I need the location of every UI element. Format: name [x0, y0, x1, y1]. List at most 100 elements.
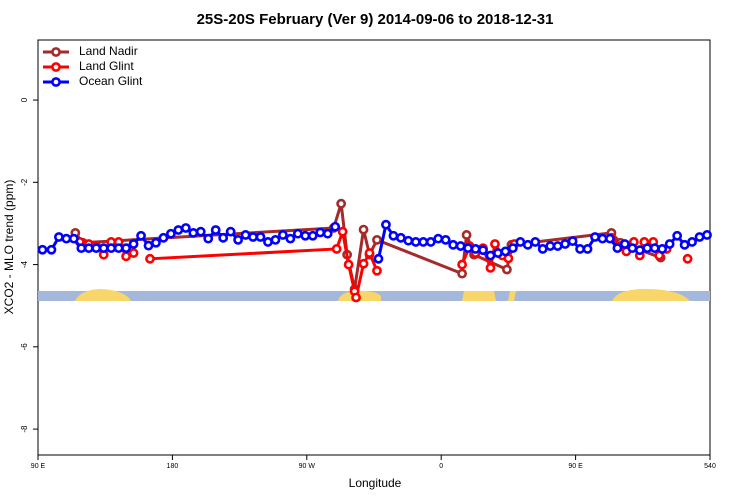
data-point [687, 237, 697, 247]
data-point [507, 243, 518, 254]
series [70, 198, 666, 295]
data-point [485, 250, 496, 261]
data-point [440, 234, 451, 245]
data-point [106, 243, 117, 254]
chart-title: 25S-20S February (Ver 9) 2014-09-06 to 2… [197, 11, 554, 28]
data-point [490, 239, 500, 249]
data-point [83, 243, 94, 254]
land-strip [38, 288, 710, 301]
data-point [634, 245, 645, 256]
data-point [343, 259, 354, 270]
data-point [448, 239, 459, 250]
data-point [373, 253, 384, 264]
data-point [121, 251, 132, 262]
legend-marker [51, 47, 61, 57]
data-point [166, 228, 176, 239]
data-point [364, 248, 375, 258]
data-point [515, 237, 526, 247]
data-point [188, 227, 199, 238]
data-point [463, 243, 473, 254]
legend-label: Land Glint [79, 59, 134, 73]
land-patch [508, 291, 516, 301]
data-point [121, 243, 132, 254]
data-point [61, 233, 72, 244]
data-point [567, 236, 578, 247]
land-patch [462, 291, 496, 301]
data-point [545, 241, 556, 251]
data-point [263, 237, 273, 247]
data-point [322, 228, 333, 239]
data-point [143, 240, 154, 251]
data-point [702, 230, 712, 240]
data-point [619, 239, 630, 249]
data-point [410, 237, 421, 247]
x-axis-label: Longitude [349, 476, 402, 490]
data-point [54, 232, 64, 242]
data-point [457, 259, 468, 270]
x-tick-label: 90 E [31, 463, 46, 470]
data-point [470, 244, 481, 254]
data-point [113, 243, 124, 254]
data-point [278, 230, 288, 240]
data-point [605, 233, 615, 244]
data-point [225, 226, 236, 237]
data-point [627, 243, 638, 254]
data-point [173, 225, 184, 235]
data-point [485, 262, 496, 273]
data-point [358, 224, 369, 235]
data-point [218, 232, 229, 243]
data-point [248, 232, 258, 242]
data-point [76, 243, 87, 254]
data-point [210, 225, 221, 235]
data-point [336, 198, 347, 209]
data-point [351, 292, 361, 303]
data-point [597, 233, 608, 244]
data-point [37, 244, 48, 255]
data-point [292, 228, 303, 239]
legend-label: Land Nadir [79, 44, 138, 58]
data-point [425, 237, 436, 247]
data-point [203, 233, 214, 244]
data-point [552, 241, 563, 251]
data-point [145, 253, 155, 264]
data-point [270, 234, 281, 245]
data-point [500, 246, 511, 257]
data-point [457, 268, 468, 279]
data-point [158, 232, 169, 243]
data-point [68, 233, 79, 244]
data-point [98, 243, 109, 254]
data-point [151, 237, 161, 248]
data-point [672, 230, 683, 241]
y-tick-label: -4 [20, 260, 29, 268]
data-point [136, 230, 146, 241]
x-tick-label: 0 [439, 463, 443, 470]
data-point [285, 233, 296, 244]
data-point [694, 232, 705, 242]
data-point [331, 244, 342, 254]
data-point [455, 241, 466, 251]
data-point [612, 243, 623, 254]
data-point [46, 244, 57, 255]
y-tick-label: 0 [20, 97, 29, 102]
data-point [679, 239, 690, 250]
data-point [358, 258, 369, 269]
data-point [433, 233, 444, 244]
y-tick-label: -6 [20, 343, 29, 351]
data-point [664, 239, 675, 249]
data-point [590, 232, 600, 242]
data-point [575, 244, 585, 254]
data-point [395, 232, 406, 243]
data-point [372, 265, 382, 276]
land-patch [75, 289, 131, 301]
data-point [330, 221, 341, 232]
plot-frame [37, 39, 711, 456]
x-tick-label: 90 E [568, 463, 583, 470]
data-point [522, 239, 533, 250]
data-point [300, 230, 311, 241]
data-point [478, 245, 488, 256]
data-point [642, 243, 653, 254]
data-point [657, 244, 668, 254]
data-point [381, 219, 391, 230]
legend-marker [51, 77, 61, 87]
